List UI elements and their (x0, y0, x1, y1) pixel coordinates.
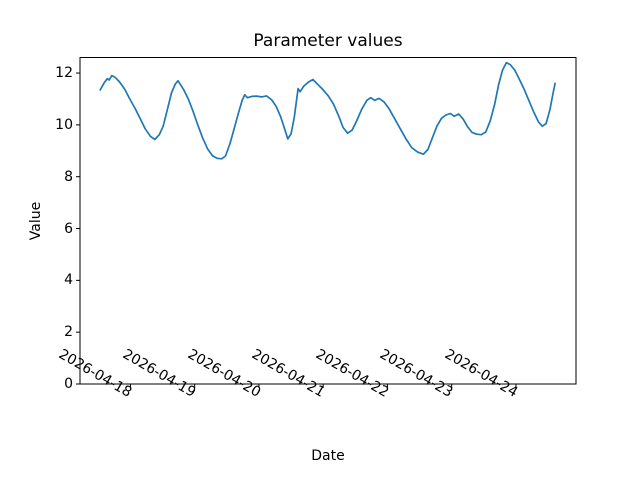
y-tick-label: 10 (55, 116, 73, 133)
y-axis-label: Value (28, 201, 44, 241)
x-axis-label: Date (311, 448, 345, 464)
y-tick-label: 4 (64, 272, 73, 289)
chart-title: Parameter values (253, 31, 403, 51)
y-tick-label: 8 (64, 168, 73, 185)
plot-border (79, 57, 577, 385)
y-tick-label: 6 (64, 220, 73, 237)
y-tick-label: 2 (64, 324, 73, 341)
y-tick-label: 12 (55, 65, 73, 82)
y-tick-label: 0 (64, 376, 73, 392)
data-series-line (99, 61, 556, 160)
